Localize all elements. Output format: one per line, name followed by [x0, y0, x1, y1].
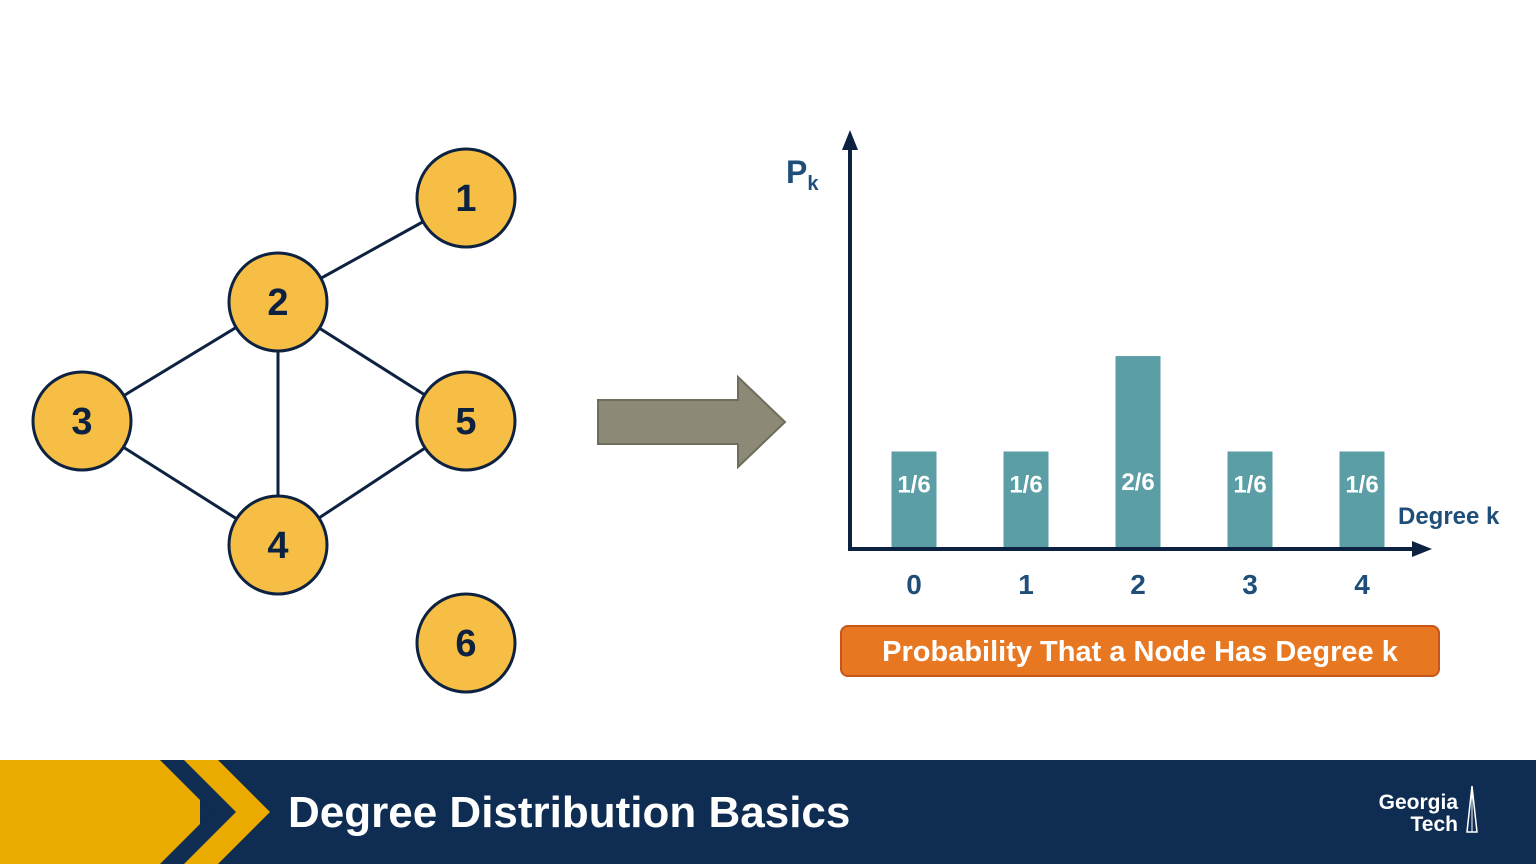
graph-edges	[81, 196, 467, 547]
footer-gold-block	[0, 760, 200, 864]
node-circle	[227, 494, 329, 596]
node-label: 6	[455, 623, 476, 665]
node-circle	[415, 147, 517, 249]
bar-data-label: 2/6	[1121, 469, 1154, 496]
bar-data-label: 1/6	[1009, 472, 1042, 499]
node-1: 1	[415, 147, 517, 249]
x-tick-label: 3	[1242, 569, 1258, 600]
x-tick-label: 2	[1130, 569, 1146, 600]
bar-3	[1227, 451, 1273, 547]
graph-nodes: 1 2 3 4 5 6	[31, 147, 517, 694]
degree-distribution-chart: Pk Degree k 1/6 0 1/6 1 2/6 2 1/6 3 1/6 4	[786, 130, 1500, 600]
chart-caption: Probability That a Node Has Degree k	[840, 625, 1440, 677]
x-axis-arrowhead-icon	[1412, 541, 1432, 557]
y-axis-label: Pk	[786, 154, 819, 195]
bar-1	[1003, 451, 1049, 547]
node-circle	[415, 592, 517, 694]
georgia-tech-logo: Georgia Tech	[1344, 785, 1484, 844]
node-3: 3	[31, 370, 133, 472]
logo-text-line2: Tech	[1410, 813, 1458, 836]
bar-data-label: 1/6	[1233, 472, 1266, 499]
bar-0	[891, 451, 937, 547]
node-circle	[227, 251, 329, 353]
x-tick-label: 0	[906, 569, 922, 600]
footer-chevron-icon	[160, 760, 270, 864]
footer-banner: Degree Distribution Basics	[0, 760, 1536, 864]
node-2: 2	[227, 251, 329, 353]
x-tick-label: 1	[1018, 569, 1034, 600]
x-axis-label: Degree k	[1398, 503, 1500, 530]
node-label: 1	[455, 178, 476, 220]
logo-text-line1: Georgia	[1378, 791, 1458, 814]
tower-icon	[1466, 785, 1478, 833]
bar-data-label: 1/6	[897, 472, 930, 499]
node-6: 6	[415, 592, 517, 694]
node-circle	[31, 370, 133, 472]
node-label: 2	[267, 282, 288, 324]
slide-canvas: 1 2 3 4 5 6 Pk Degree k 1/6 0 1/6 1 2/6 2 1/6 3 1/6 4	[31, 130, 1500, 694]
bar-2	[1115, 356, 1161, 547]
chart-bars: 1/6 0 1/6 1 2/6 2 1/6 3 1/6 4	[891, 356, 1385, 600]
x-tick-label: 4	[1354, 569, 1370, 600]
node-circle	[415, 370, 517, 472]
transform-arrow-icon	[597, 374, 787, 470]
node-5: 5	[415, 370, 517, 472]
y-axis-label-subscript: k	[807, 173, 819, 195]
node-label: 5	[455, 401, 476, 443]
bar-4	[1339, 451, 1385, 547]
node-4: 4	[227, 494, 329, 596]
y-axis-arrowhead-icon	[842, 130, 858, 150]
node-label: 4	[267, 525, 288, 567]
slide-title: Degree Distribution Basics	[288, 788, 851, 837]
node-label: 3	[71, 401, 92, 443]
bar-data-label: 1/6	[1345, 472, 1378, 499]
